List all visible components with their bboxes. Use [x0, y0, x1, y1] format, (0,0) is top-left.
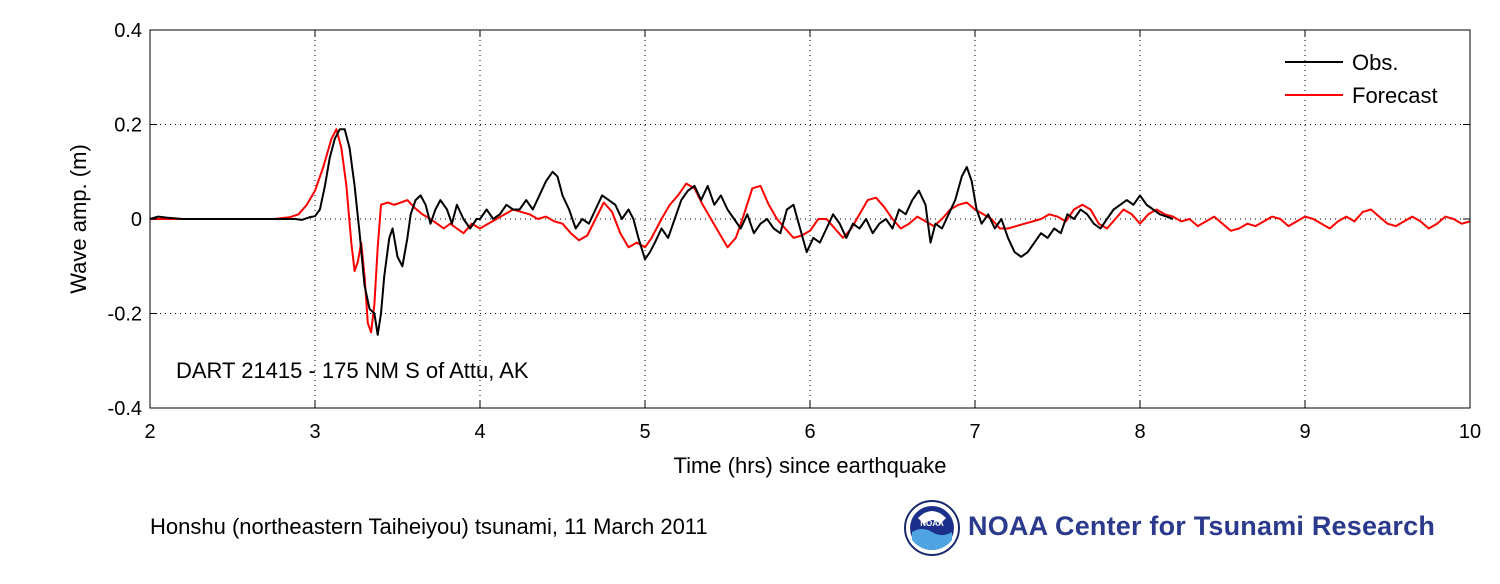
y-axis-label: Wave amp. (m) [66, 144, 91, 294]
y-tick-label: 0.4 [114, 20, 142, 42]
x-tick-label: 6 [804, 421, 815, 443]
x-tick-label: 10 [1459, 421, 1481, 443]
legend-label: Forecast [1352, 83, 1438, 108]
tsunami-chart: 2 3 4 5 6 7 8 9 100.40.20-0.2-0.4 Wave amp. (m) … [66, 20, 1482, 478]
y-tick-label: -0.4 [108, 398, 142, 420]
y-tick-label: -0.2 [108, 304, 142, 326]
event-caption: Honshu (northeastern Taiheiyou) tsunami,… [150, 514, 708, 539]
y-tick-label: 0 [131, 209, 142, 231]
axis-ticks: 2 3 4 5 6 7 8 9 10 0.4 0.2 0 -0.2 -0.4 [108, 20, 1482, 443]
grid-lines [150, 30, 1470, 408]
noaa-logo-text: NOAA [920, 519, 944, 528]
x-tick-label: 7 [969, 421, 980, 443]
x-tick-label: 4 [474, 421, 485, 443]
series-line-forecast [150, 128, 1471, 334]
y-tick-label: 0.2 [114, 115, 142, 137]
x-tick-label: 2 [144, 421, 155, 443]
legend: Obs. Forecast [1285, 50, 1438, 108]
series-line-obs [149, 128, 1174, 336]
x-axis-label: Time (hrs) since earthquake [673, 453, 946, 478]
x-tick-label: 8 [1134, 421, 1145, 443]
x-tick-label: 5 [639, 421, 650, 443]
org-title: NOAA Center for Tsunami Research [968, 511, 1436, 541]
x-tick-label: 3 [309, 421, 320, 443]
series-layer [149, 128, 1471, 336]
x-tick-label: 9 [1299, 421, 1310, 443]
station-annotation: DART 21415 - 175 NM S of Attu, AK [176, 358, 529, 383]
legend-label: Obs. [1352, 50, 1398, 75]
noaa-logo-icon: NOAA [904, 500, 960, 556]
